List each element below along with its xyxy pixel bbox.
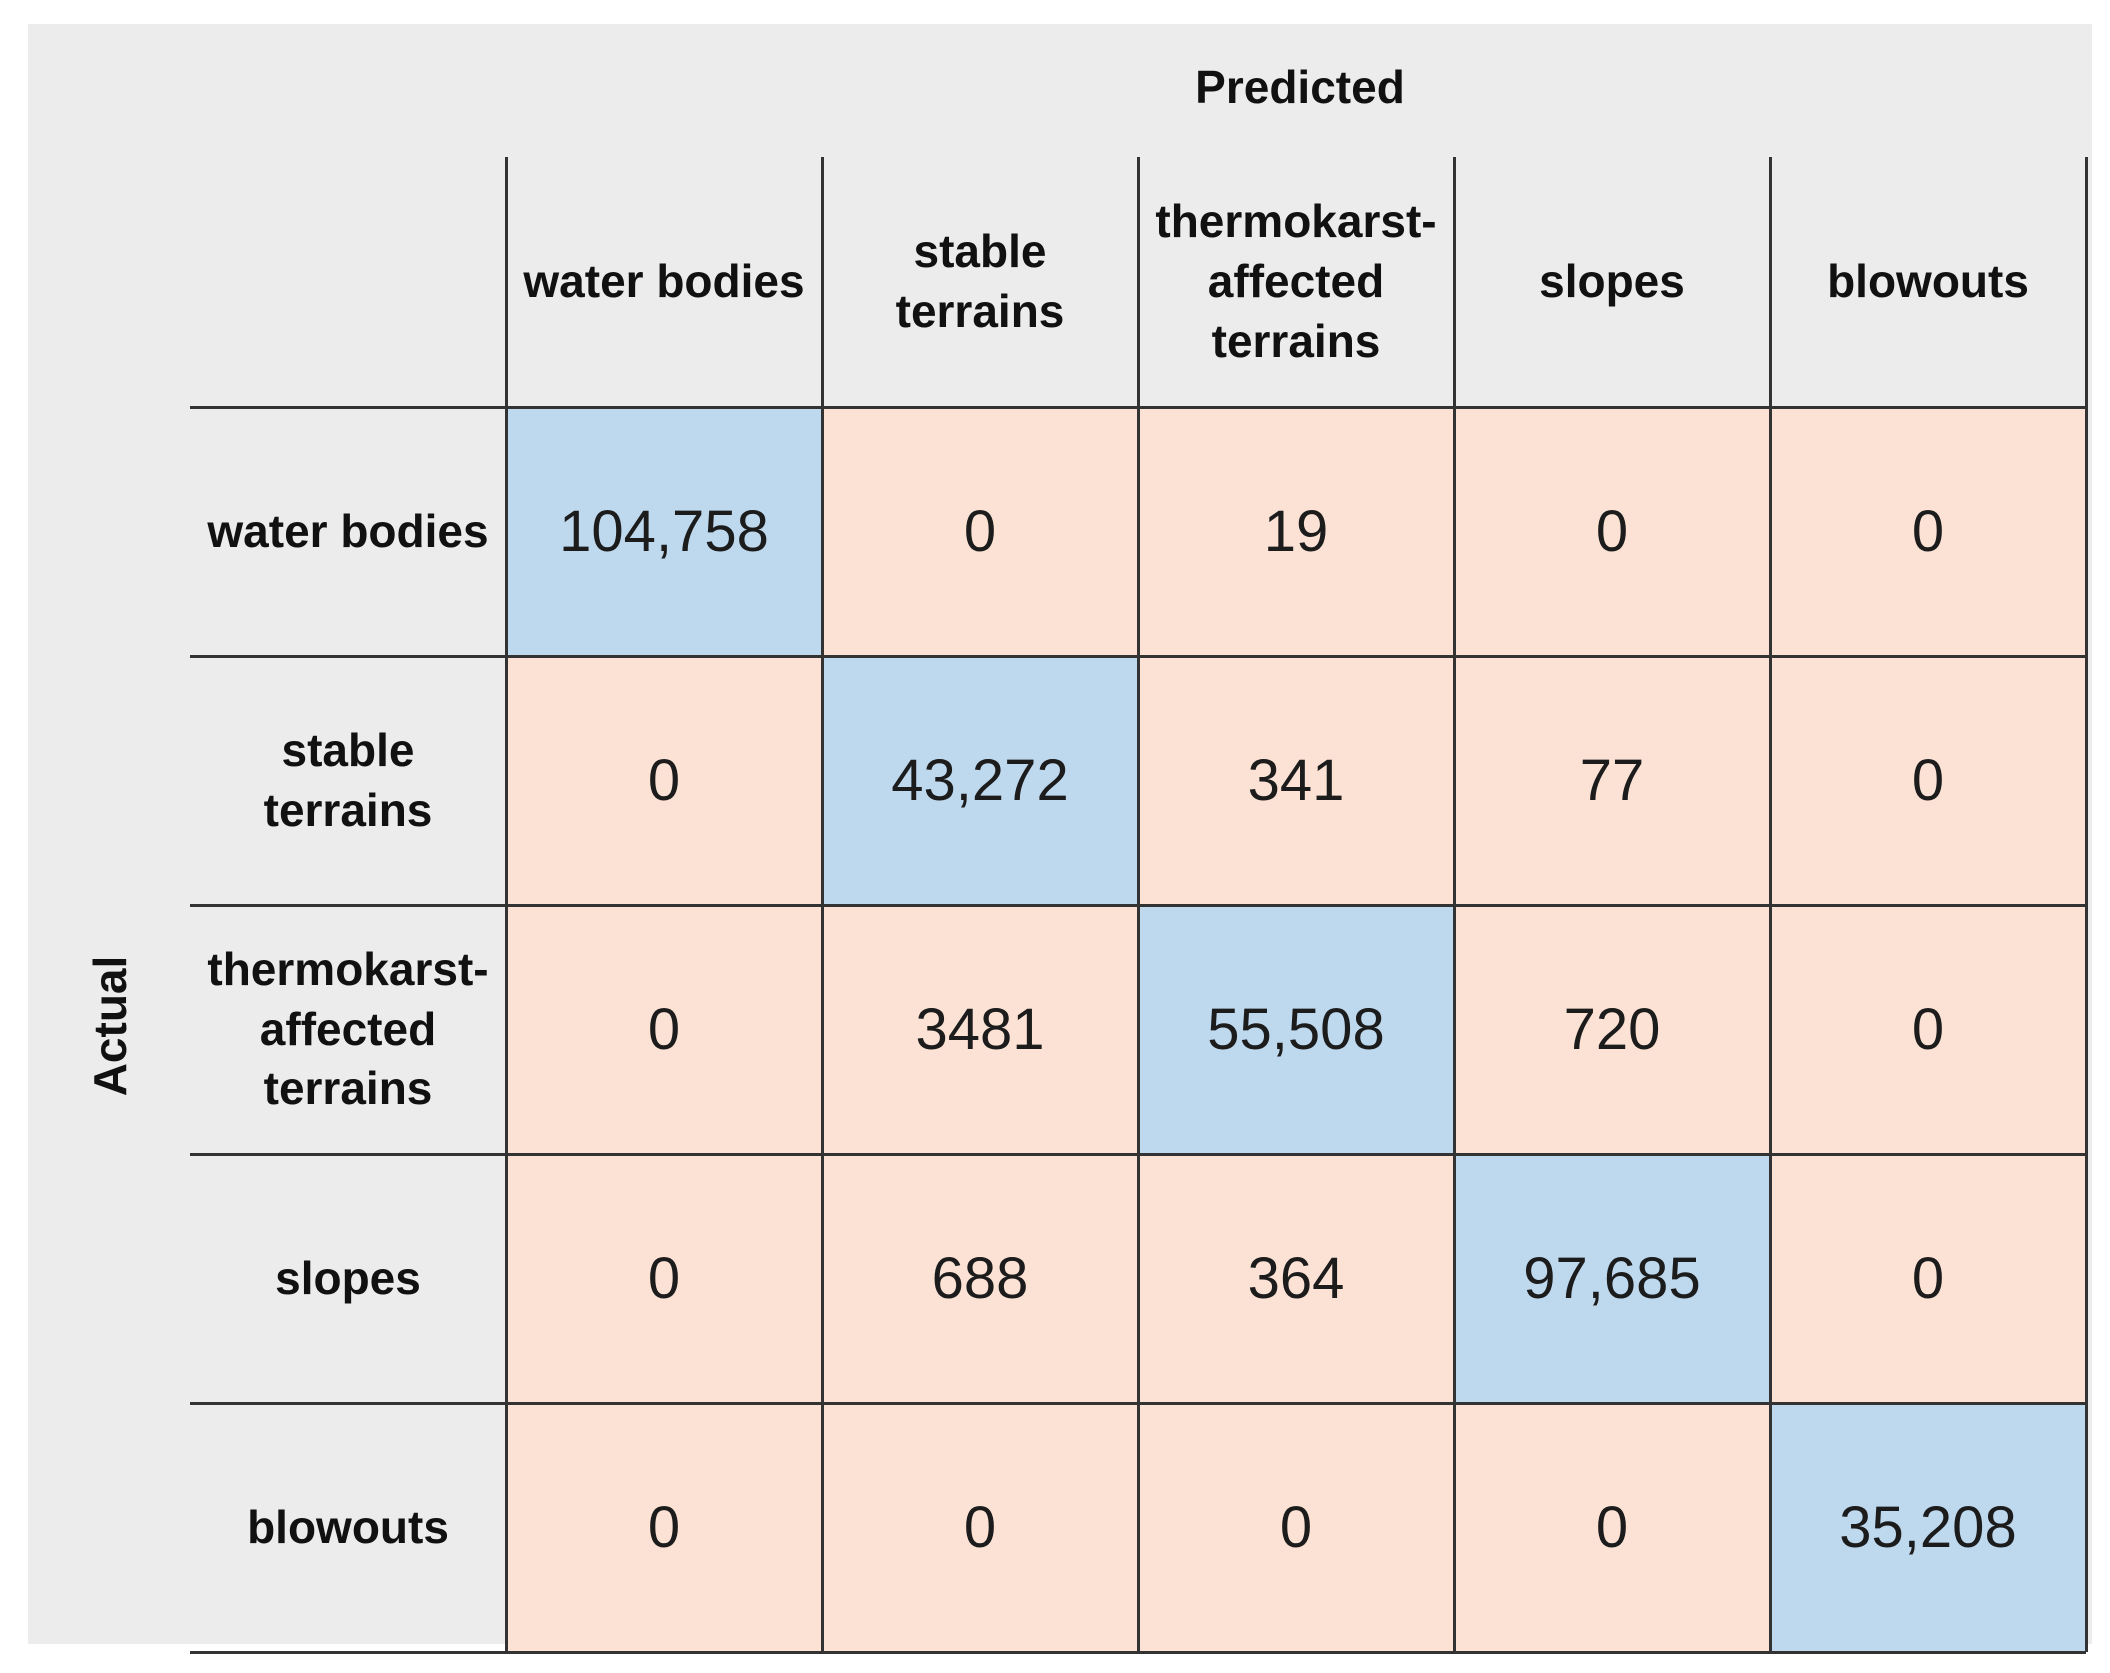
column-divider-line	[2085, 157, 2088, 1652]
column-header-blowouts: blowouts	[1770, 157, 2086, 407]
row-header-line: thermokarst-	[207, 942, 489, 995]
matrix-cell-r1-c3: 19	[1138, 407, 1454, 656]
row-header-label: water bodies	[190, 502, 506, 562]
row-header-blowouts: blowouts	[190, 1403, 506, 1652]
column-header-line: blowouts	[1827, 255, 2029, 308]
matrix-cell-r2-c1: 0	[506, 656, 822, 905]
matrix-cell-r1-c4: 0	[1454, 407, 1770, 656]
column-divider-line	[821, 157, 824, 1652]
predicted-axis-title: Predicted	[1195, 61, 1405, 113]
row-header-water-bodies: water bodies	[190, 407, 506, 656]
column-header-line: affected	[1207, 255, 1385, 308]
column-divider-line	[1137, 157, 1140, 1652]
actual-axis-title: Actual	[84, 955, 136, 1097]
matrix-cell-r4-c2: 688	[822, 1154, 1138, 1403]
matrix-cell-r4-c5: 0	[1770, 1154, 2086, 1403]
diagonal-cell-r1-c1: 104,758	[506, 407, 822, 656]
column-header-line: thermokarst-	[1155, 195, 1437, 248]
matrix-cell-r3-c1: 0	[506, 905, 822, 1154]
matrix-cell-r2-c4: 77	[1454, 656, 1770, 905]
column-header-label: water bodies	[506, 252, 822, 312]
matrix-cell-r4-c1: 0	[506, 1154, 822, 1403]
matrix-cell-r2-c5: 0	[1770, 656, 2086, 905]
matrix-cell-r3-c5: 0	[1770, 905, 2086, 1154]
row-divider-line	[190, 1651, 2086, 1654]
matrix-cell-r2-c3: 341	[1138, 656, 1454, 905]
column-header-label: slopes	[1454, 252, 1770, 312]
matrix-cell-r1-c5: 0	[1770, 407, 2086, 656]
row-header-label: slopes	[190, 1249, 506, 1309]
row-header-line: slopes	[275, 1251, 421, 1304]
column-header-label: thermokarst-affected terrains	[1138, 192, 1454, 371]
column-header-thermokarst-affected-terrains: thermokarst-affected terrains	[1138, 157, 1454, 407]
row-header-line: blowouts	[247, 1500, 449, 1553]
row-header-label: blowouts	[190, 1498, 506, 1558]
row-header-line: affected	[259, 1002, 437, 1055]
column-header-line: stable	[913, 225, 1047, 278]
column-header-slopes: slopes	[1454, 157, 1770, 407]
column-header-water-bodies: water bodies	[506, 157, 822, 407]
column-divider-line	[1453, 157, 1456, 1652]
matrix-cell-r5-c1: 0	[506, 1403, 822, 1652]
column-divider-line	[505, 157, 508, 1652]
diagonal-cell-r5-c5: 35,208	[1770, 1403, 2086, 1652]
matrix-cell-r1-c2: 0	[822, 407, 1138, 656]
matrix-cell-r5-c2: 0	[822, 1403, 1138, 1652]
row-header-label: thermokarst-affected terrains	[190, 940, 506, 1119]
column-divider-line	[1769, 157, 1772, 1652]
column-header-line: slopes	[1539, 255, 1685, 308]
column-header-line: water bodies	[523, 255, 805, 308]
matrix-cell-r3-c4: 720	[1454, 905, 1770, 1154]
column-header-label: blowouts	[1770, 252, 2086, 312]
row-header-label: stable terrains	[190, 721, 506, 841]
row-header-thermokarst-affected-terrains: thermokarst-affected terrains	[190, 905, 506, 1154]
column-header-label: stable terrains	[822, 222, 1138, 342]
row-header-line: water bodies	[207, 504, 489, 557]
matrix-cell-r3-c2: 3481	[822, 905, 1138, 1154]
matrix-cell-r5-c3: 0	[1138, 1403, 1454, 1652]
row-header-stable-terrains: stable terrains	[190, 656, 506, 905]
row-header-line: stable	[281, 723, 415, 776]
column-header-line: terrains	[1211, 314, 1381, 367]
matrix-cell-r5-c4: 0	[1454, 1403, 1770, 1652]
row-header-slopes: slopes	[190, 1154, 506, 1403]
row-header-line: terrains	[263, 1062, 433, 1115]
column-header-line: terrains	[895, 285, 1065, 337]
diagonal-cell-r3-c3: 55,508	[1138, 905, 1454, 1154]
diagonal-cell-r2-c2: 43,272	[822, 656, 1138, 905]
matrix-cell-r4-c3: 364	[1138, 1154, 1454, 1403]
diagonal-cell-r4-c4: 97,685	[1454, 1154, 1770, 1403]
column-header-stable-terrains: stable terrains	[822, 157, 1138, 407]
row-header-line: terrains	[263, 783, 433, 836]
